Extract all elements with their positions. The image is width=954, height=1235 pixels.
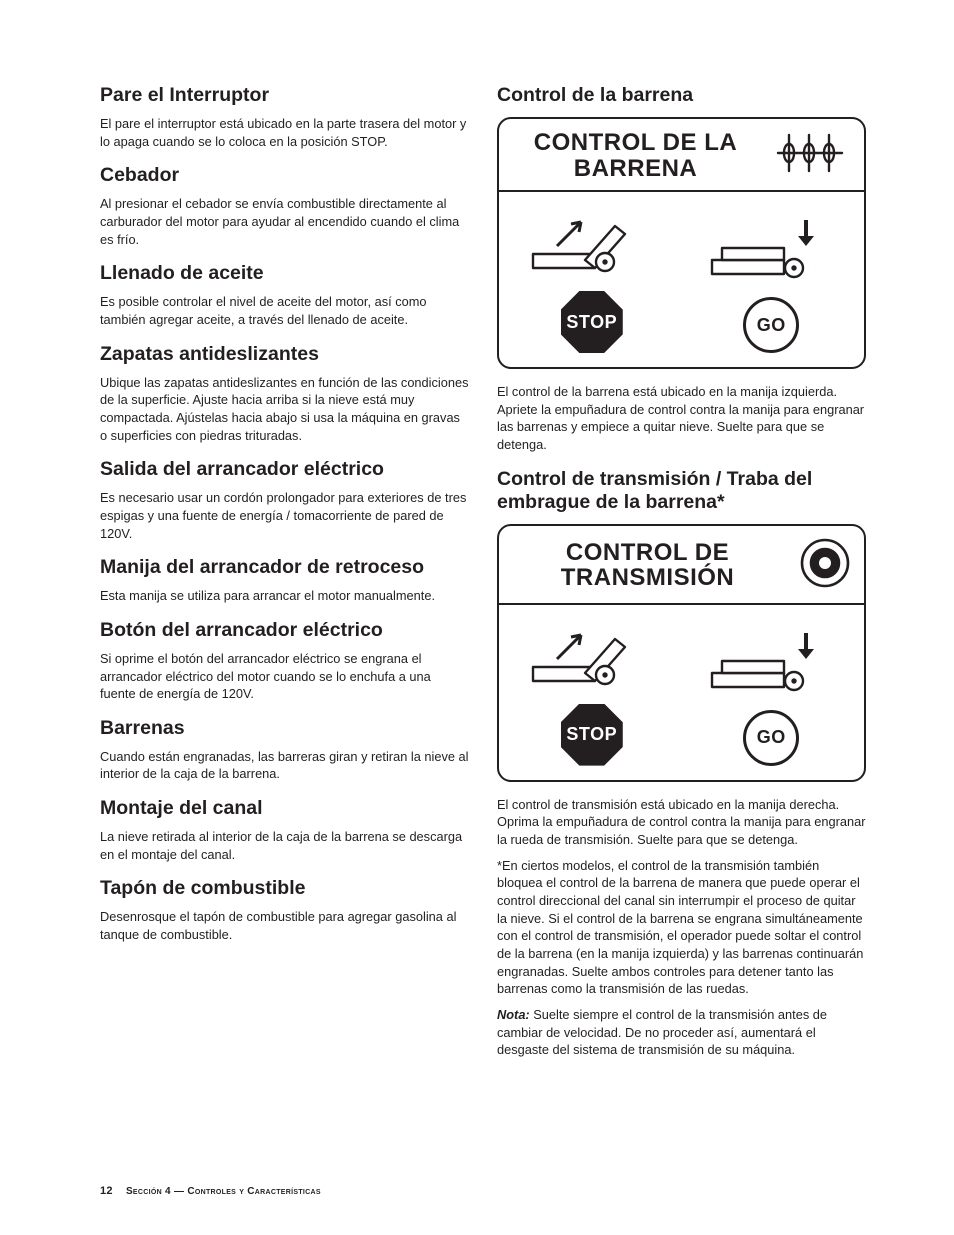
diagram-control-barrena: CONTROL DE LA BARRENA [497,117,866,369]
text-boton-arrancador: Si oprime el botón del arrancador eléctr… [100,650,469,703]
wheel-icon [798,536,852,595]
text-control-transmision-1: El control de transmisión está ubicado e… [497,796,866,849]
text-montaje-canal: La nieve retirada al interior de la caja… [100,828,469,863]
note-body: Suelte siempre el control de la transmis… [497,1007,827,1057]
heading-cebador: Cebador [100,164,469,187]
heading-salida-arrancador: Salida del arrancador eléctrico [100,458,469,481]
go-badge-2: GO [743,710,799,766]
right-column: Control de la barrena CONTROL DE LA BARR… [497,84,866,1065]
lever-down-group-2: GO [706,625,836,766]
lever-up-icon [527,206,657,281]
text-control-barrena: El control de la barrena está ubicado en… [497,383,866,454]
lever-down-icon [706,212,836,287]
text-nota: Nota: Suelte siempre el control de la tr… [497,1006,866,1059]
note-label: Nota: [497,1007,530,1022]
stop-badge-2: STOP [561,704,623,766]
heading-pare-interruptor: Pare el Interruptor [100,84,469,107]
page-footer: 12 Sección 4 — Controles y Característic… [100,1185,321,1197]
heading-zapatas: Zapatas antideslizantes [100,343,469,366]
text-cebador: Al presionar el cebador se envía combust… [100,195,469,248]
heading-control-transmision: Control de transmisión / Traba del embra… [497,468,866,514]
auger-icon [774,129,852,182]
text-control-transmision-2: *En ciertos modelos, el control de la tr… [497,857,866,998]
page: Pare el Interruptor El pare el interrupt… [0,0,954,1065]
diagram-title: CONTROL DE LA BARRENA [511,130,760,180]
heading-control-barrena: Control de la barrena [497,84,866,107]
text-tapon-combustible: Desenrosque el tapón de combustible para… [100,908,469,943]
lever-up-icon [527,619,657,694]
section-label: Sección 4 — Controles y Características [126,1186,321,1197]
heading-llenado-aceite: Llenado de aceite [100,262,469,285]
two-column-layout: Pare el Interruptor El pare el interrupt… [100,84,866,1065]
heading-montaje-canal: Montaje del canal [100,797,469,820]
lever-down-icon [706,625,836,700]
diagram-header: CONTROL DE LA BARRENA [499,119,864,192]
heading-tapon-combustible: Tapón de combustible [100,877,469,900]
heading-barrenas: Barrenas [100,717,469,740]
lever-up-group: STOP [527,206,657,353]
stop-badge: STOP [561,291,623,353]
diagram-header-2: CONTROL DE TRANSMISIÓN [499,526,864,605]
lever-up-group-2: STOP [527,619,657,766]
go-badge: GO [743,297,799,353]
text-pare-interruptor: El pare el interruptor está ubicado en l… [100,115,469,150]
diagram-body-2: STOP [499,605,864,780]
text-llenado-aceite: Es posible controlar el nivel de aceite … [100,293,469,328]
heading-manija-retroceso: Manija del arrancador de retroceso [100,556,469,579]
text-manija-retroceso: Esta manija se utiliza para arrancar el … [100,587,469,605]
page-number: 12 [100,1185,113,1197]
left-column: Pare el Interruptor El pare el interrupt… [100,84,469,1065]
diagram-control-transmision: CONTROL DE TRANSMISIÓN [497,524,866,782]
lever-down-group: GO [706,212,836,353]
text-salida-arrancador: Es necesario usar un cordón prolongador … [100,489,469,542]
diagram-title-2: CONTROL DE TRANSMISIÓN [511,540,784,590]
heading-boton-arrancador: Botón del arrancador eléctrico [100,619,469,642]
text-zapatas: Ubique las zapatas antideslizantes en fu… [100,374,469,445]
diagram-body: STOP [499,192,864,367]
text-barrenas: Cuando están engranadas, las barreras gi… [100,748,469,783]
